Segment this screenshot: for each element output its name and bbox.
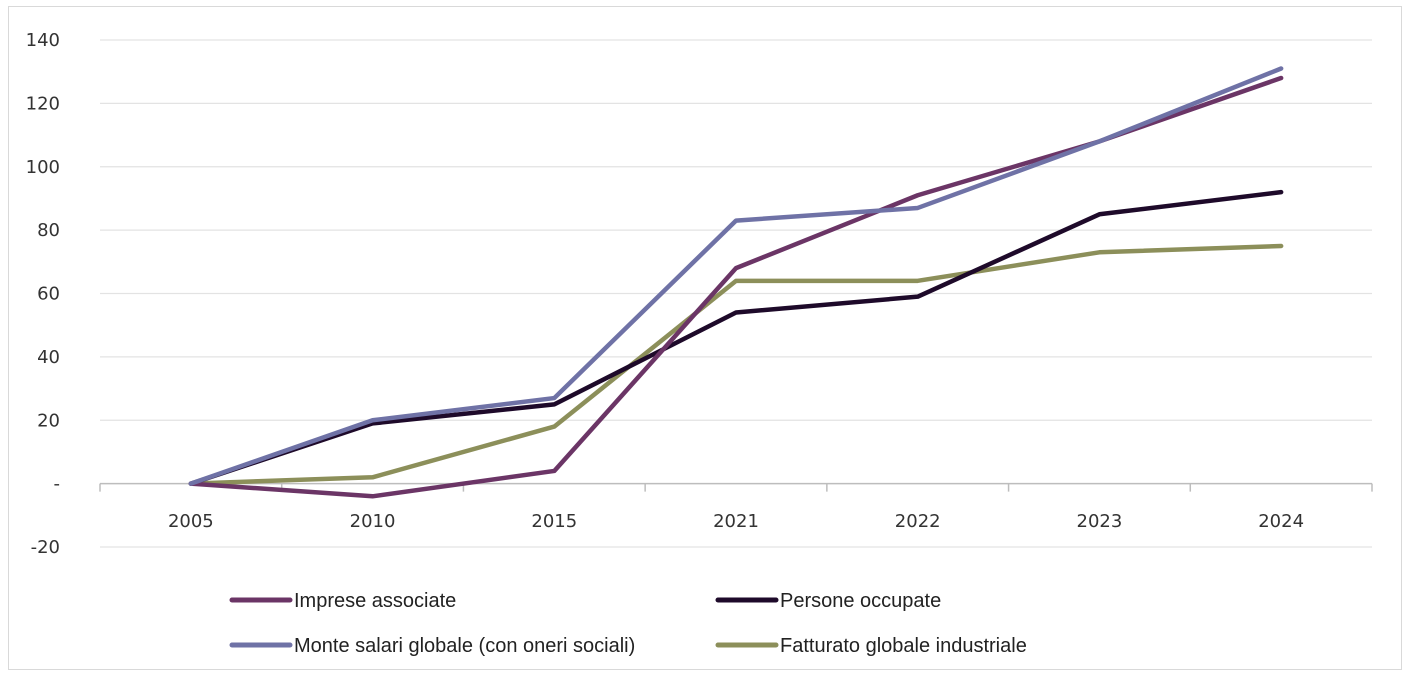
legend-label: Monte salari globale (con oneri sociali) — [294, 635, 635, 657]
series-line-1 — [188, 189, 1284, 486]
x-tick-label: 2015 — [531, 511, 577, 532]
legend: Imprese associate Persone occupate Monte s… — [229, 590, 1027, 657]
legend-label: Imprese associate — [294, 590, 456, 612]
x-tick-label: 2010 — [350, 511, 396, 532]
x-tick-label: 2021 — [713, 511, 759, 532]
y-tick-label: 100 — [26, 157, 60, 178]
y-tick-label: - — [54, 474, 61, 495]
series-lines — [188, 66, 1284, 499]
y-tick-label: 40 — [37, 347, 60, 368]
gridlines — [100, 39, 1372, 548]
x-tick-label: 2024 — [1258, 511, 1304, 532]
y-axis-tick-labels: 140 120 100 80 60 40 20 - -20 — [26, 30, 60, 558]
x-tick-label: 2023 — [1077, 511, 1123, 532]
y-tick-label: 60 — [37, 284, 60, 305]
y-tick-label: -20 — [31, 537, 60, 558]
y-tick-label: 20 — [37, 410, 60, 431]
legend-label: Persone occupate — [780, 590, 941, 612]
series-line-2 — [188, 66, 1284, 486]
y-tick-label: 140 — [26, 30, 60, 51]
series-line-3 — [188, 243, 1284, 486]
y-tick-label: 80 — [37, 220, 60, 241]
legend-label: Fatturato globale industriale — [780, 635, 1027, 657]
y-tick-label: 120 — [26, 93, 60, 114]
x-tick-label: 2005 — [168, 511, 214, 532]
x-axis-tick-labels: 2005 2010 2015 2021 2022 2023 2024 — [168, 511, 1304, 532]
series-line-0 — [188, 75, 1284, 499]
x-axis — [99, 482, 1373, 492]
x-tick-label: 2022 — [895, 511, 941, 532]
